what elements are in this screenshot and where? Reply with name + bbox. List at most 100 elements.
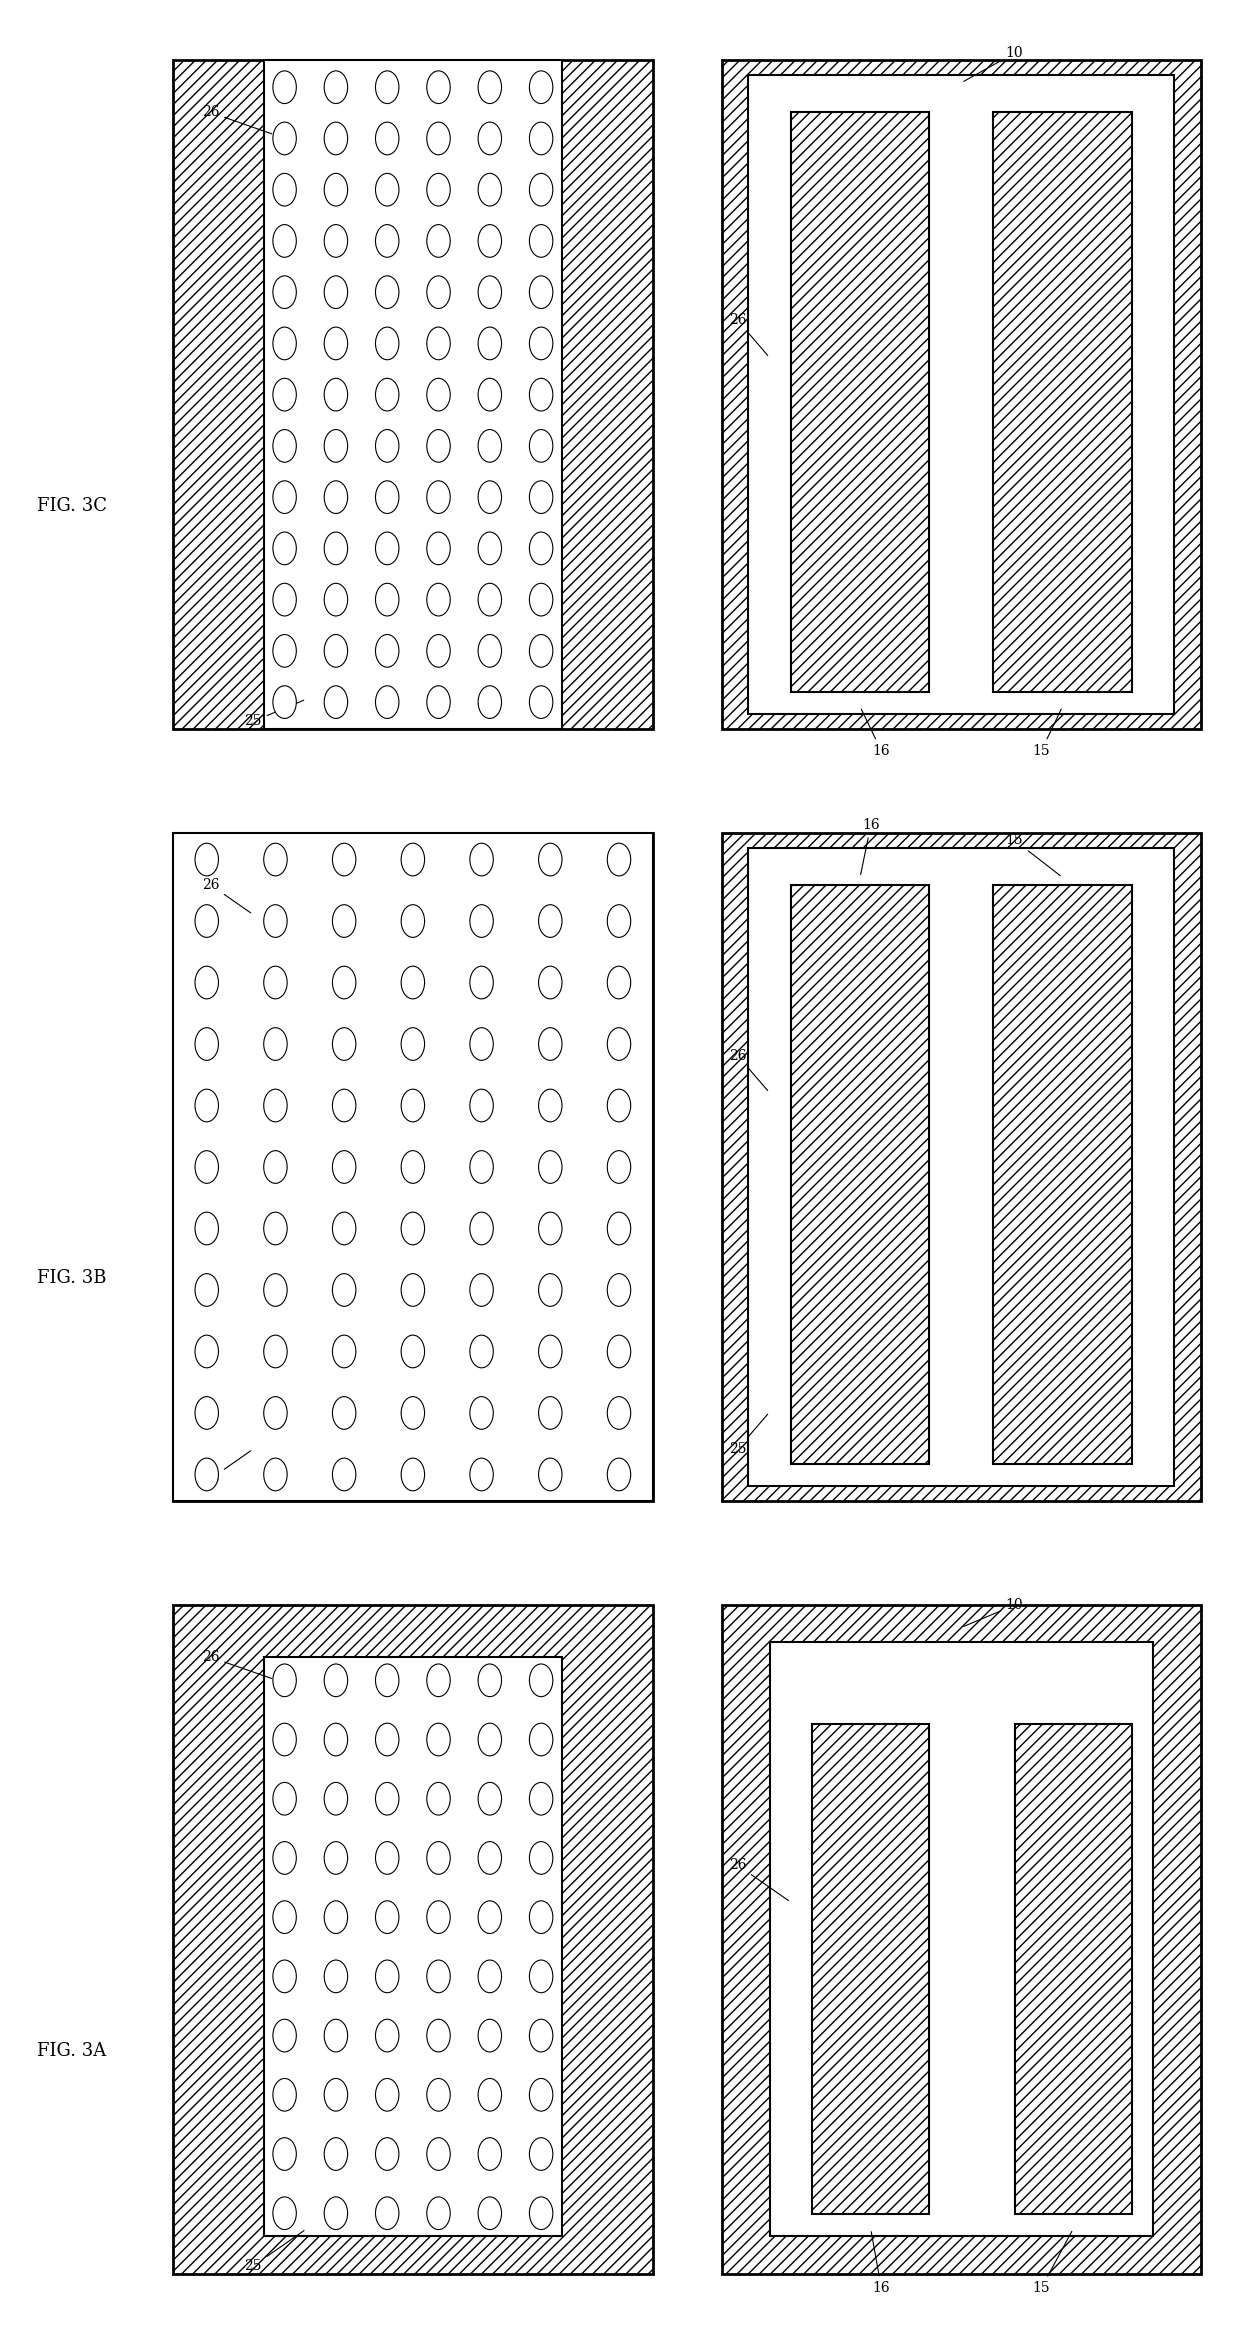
Circle shape	[479, 327, 501, 359]
Circle shape	[470, 1151, 494, 1183]
Circle shape	[332, 1274, 356, 1307]
Circle shape	[608, 966, 631, 999]
Circle shape	[538, 1459, 562, 1491]
Circle shape	[332, 1211, 356, 1244]
Circle shape	[273, 1664, 296, 1697]
Circle shape	[324, 429, 347, 462]
Bar	[791, 112, 929, 691]
Circle shape	[324, 173, 347, 205]
Circle shape	[479, 686, 501, 719]
Circle shape	[529, 378, 553, 411]
Circle shape	[538, 906, 562, 938]
Circle shape	[324, 224, 347, 257]
Circle shape	[479, 481, 501, 513]
Circle shape	[470, 1335, 494, 1368]
Circle shape	[324, 1961, 347, 1993]
Circle shape	[427, 635, 450, 668]
Bar	[993, 885, 1132, 1463]
Circle shape	[273, 1722, 296, 1755]
Circle shape	[273, 584, 296, 616]
Circle shape	[529, 584, 553, 616]
Circle shape	[529, 1961, 553, 1993]
Circle shape	[529, 635, 553, 668]
Circle shape	[264, 1090, 288, 1123]
Circle shape	[332, 1459, 356, 1491]
Circle shape	[427, 173, 450, 205]
Circle shape	[376, 1783, 399, 1816]
Circle shape	[529, 1722, 553, 1755]
Circle shape	[427, 584, 450, 616]
Circle shape	[376, 1961, 399, 1993]
Circle shape	[324, 584, 347, 616]
Circle shape	[324, 1664, 347, 1697]
Circle shape	[376, 584, 399, 616]
Circle shape	[324, 70, 347, 103]
Circle shape	[538, 1335, 562, 1368]
Circle shape	[427, 2196, 450, 2229]
Circle shape	[608, 1090, 631, 1123]
Circle shape	[608, 1211, 631, 1244]
Circle shape	[427, 2019, 450, 2052]
Text: FIG. 3C: FIG. 3C	[37, 497, 107, 516]
Circle shape	[332, 1090, 356, 1123]
Circle shape	[376, 1900, 399, 1933]
Circle shape	[376, 429, 399, 462]
Bar	[993, 112, 1132, 691]
Circle shape	[195, 1211, 218, 1244]
Circle shape	[273, 2019, 296, 2052]
Circle shape	[376, 2019, 399, 2052]
Circle shape	[479, 429, 501, 462]
Circle shape	[529, 2080, 553, 2112]
Text: 25: 25	[244, 700, 304, 728]
Circle shape	[402, 966, 424, 999]
Text: 26: 26	[202, 878, 250, 913]
Circle shape	[324, 532, 347, 565]
Circle shape	[470, 1211, 494, 1244]
Circle shape	[608, 1335, 631, 1368]
Circle shape	[529, 70, 553, 103]
Circle shape	[195, 966, 218, 999]
Circle shape	[195, 1335, 218, 1368]
Text: 10: 10	[963, 1599, 1023, 1627]
Circle shape	[529, 224, 553, 257]
Circle shape	[195, 1151, 218, 1183]
Text: 26: 26	[729, 1048, 768, 1090]
Circle shape	[195, 843, 218, 875]
Circle shape	[479, 2196, 501, 2229]
Bar	[748, 847, 1174, 1487]
Circle shape	[273, 378, 296, 411]
Circle shape	[479, 121, 501, 154]
Circle shape	[427, 275, 450, 308]
Circle shape	[273, 635, 296, 668]
Circle shape	[427, 1961, 450, 1993]
Text: 25: 25	[729, 1414, 768, 1456]
Circle shape	[538, 1274, 562, 1307]
Bar	[264, 1657, 562, 2236]
Circle shape	[273, 275, 296, 308]
Circle shape	[427, 121, 450, 154]
Circle shape	[195, 906, 218, 938]
Circle shape	[376, 1842, 399, 1874]
Circle shape	[538, 1151, 562, 1183]
Circle shape	[427, 1722, 450, 1755]
Circle shape	[376, 686, 399, 719]
Circle shape	[538, 1090, 562, 1123]
Circle shape	[538, 1027, 562, 1060]
Circle shape	[324, 481, 347, 513]
Circle shape	[470, 1027, 494, 1060]
Circle shape	[376, 1722, 399, 1755]
Circle shape	[332, 843, 356, 875]
Circle shape	[479, 2138, 501, 2171]
Circle shape	[273, 327, 296, 359]
Circle shape	[529, 2019, 553, 2052]
Circle shape	[273, 686, 296, 719]
Text: 26: 26	[202, 105, 272, 133]
Circle shape	[402, 1459, 424, 1491]
Circle shape	[324, 2196, 347, 2229]
Circle shape	[427, 481, 450, 513]
Circle shape	[427, 686, 450, 719]
Circle shape	[195, 1274, 218, 1307]
Circle shape	[332, 966, 356, 999]
Circle shape	[402, 1396, 424, 1428]
Circle shape	[529, 121, 553, 154]
